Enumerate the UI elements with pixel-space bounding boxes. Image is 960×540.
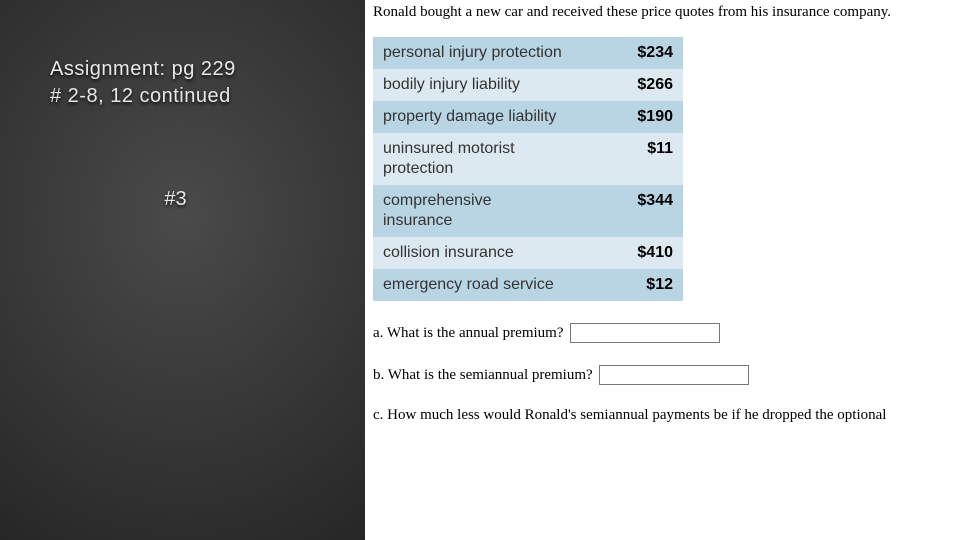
quote-price: $234 [573, 37, 683, 69]
quote-price: $410 [573, 237, 683, 269]
price-quotes-table: personal injury protection$234 bodily in… [373, 37, 683, 301]
quote-label: collision insurance [373, 237, 573, 269]
assignment-line-1: Assignment: pg 229 [50, 56, 331, 83]
problem-intro-text: Ronald bought a new car and received the… [373, 4, 960, 21]
quote-label: property damage liability [373, 101, 573, 133]
quote-price: $11 [573, 133, 683, 185]
table-row: collision insurance$410 [373, 237, 683, 269]
quote-price: $12 [573, 269, 683, 301]
table-row: uninsured motorist protection$11 [373, 133, 683, 185]
question-a-row: a. What is the annual premium? [373, 323, 960, 343]
quote-price: $344 [573, 185, 683, 237]
question-c-row: c. How much less would Ronald's semiannu… [373, 407, 960, 424]
question-c-text: c. How much less would Ronald's semiannu… [373, 407, 886, 424]
quote-label: uninsured motorist protection [373, 133, 573, 185]
quote-label: emergency road service [373, 269, 573, 301]
table-row: personal injury protection$234 [373, 37, 683, 69]
assignment-line-2: # 2-8, 12 continued [50, 83, 331, 110]
quote-label: bodily injury liability [373, 69, 573, 101]
quote-label: comprehensive insurance [373, 185, 573, 237]
answer-a-input[interactable] [570, 323, 720, 343]
table-row: bodily injury liability$266 [373, 69, 683, 101]
quote-price: $190 [573, 101, 683, 133]
question-b-text: b. What is the semiannual premium? [373, 367, 593, 384]
problem-number: #3 [50, 188, 331, 211]
content-panel: Ronald bought a new car and received the… [365, 0, 960, 540]
answer-b-input[interactable] [599, 365, 749, 385]
quote-price: $266 [573, 69, 683, 101]
table-row: emergency road service$12 [373, 269, 683, 301]
table-row: comprehensive insurance$344 [373, 185, 683, 237]
slide-sidebar: Assignment: pg 229 # 2-8, 12 continued #… [0, 0, 365, 540]
quote-label: personal injury protection [373, 37, 573, 69]
question-a-text: a. What is the annual premium? [373, 325, 564, 342]
question-b-row: b. What is the semiannual premium? [373, 365, 960, 385]
table-row: property damage liability$190 [373, 101, 683, 133]
